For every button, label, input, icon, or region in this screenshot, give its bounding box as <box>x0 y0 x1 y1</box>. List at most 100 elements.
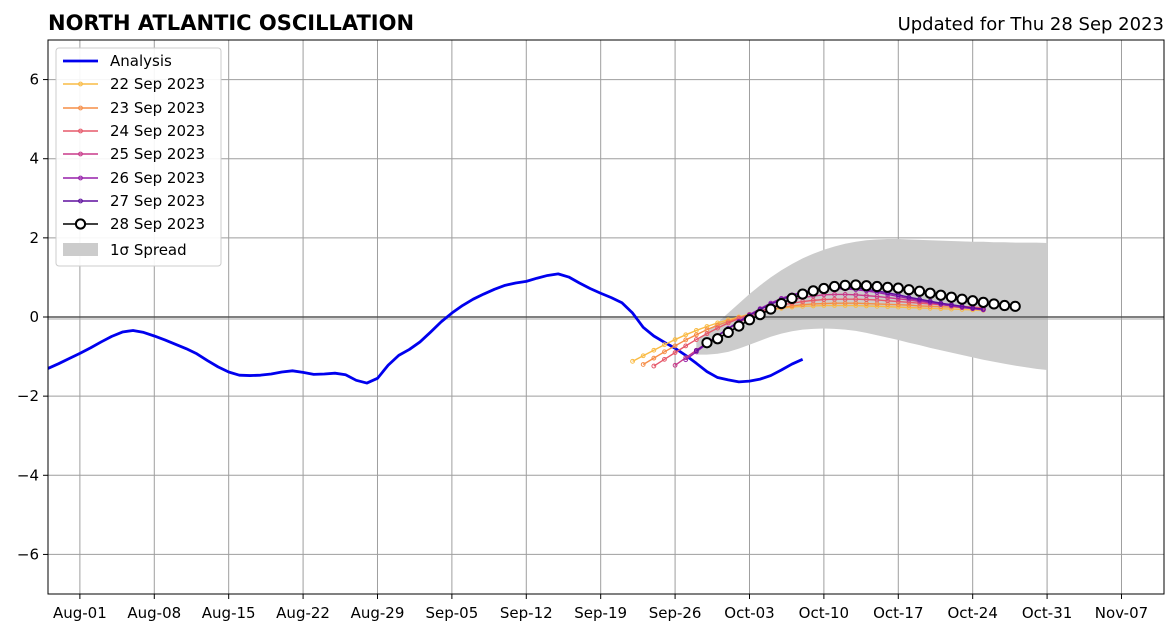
forecast-marker <box>775 297 787 310</box>
forecast-marker <box>672 350 678 356</box>
y-tick-label: 6 <box>29 71 39 89</box>
forecast-marker <box>871 280 883 293</box>
y-tick-label: 0 <box>29 308 39 326</box>
legend-label-24sep: 24 Sep 2023 <box>110 122 205 140</box>
x-tick-label: Sep-12 <box>500 604 553 622</box>
forecast-marker <box>949 302 954 308</box>
forecast-marker <box>722 326 734 339</box>
legend-label-23sep: 23 Sep 2023 <box>110 99 205 117</box>
forecast-marker <box>903 284 915 296</box>
forecast-marker <box>906 302 912 308</box>
forecast-marker <box>672 362 678 368</box>
forecast-line <box>642 302 984 366</box>
forecast-marker <box>683 343 689 349</box>
forecast-marker <box>945 291 958 303</box>
forecast-marker <box>640 353 646 359</box>
series <box>48 272 1021 385</box>
forecast-marker <box>998 299 1011 312</box>
legend: Analysis 22 Sep 2023 23 Sep 2023 24 Sep … <box>55 47 222 267</box>
forecast-marker <box>630 358 635 364</box>
forecast-marker <box>683 337 689 343</box>
forecast-marker <box>683 357 689 363</box>
forecast-marker <box>956 293 968 305</box>
forecast-marker <box>860 280 873 292</box>
legend-symbol-marker <box>74 218 87 230</box>
x-tick-label: Aug-08 <box>127 604 181 622</box>
y-tick-label: −2 <box>17 387 39 405</box>
forecast-marker <box>917 303 922 309</box>
forecast-marker <box>977 296 989 308</box>
y-tick-label: −4 <box>17 466 39 484</box>
forecast-marker <box>842 296 848 302</box>
y-tick-label: 2 <box>29 229 39 247</box>
forecast-marker <box>683 332 689 338</box>
x-tick-label: Oct-17 <box>873 604 923 622</box>
x-tick-label: Oct-03 <box>724 604 774 622</box>
forecast-marker <box>672 337 678 342</box>
forecast-marker <box>651 355 657 361</box>
forecast-marker <box>913 285 926 297</box>
axis-ticks: Aug-01 Aug-08 Aug-15 Aug-22 Aug-29 Sep-05 Sep-… <box>17 71 1148 622</box>
legend-label-spread: 1σ Spread <box>110 241 187 259</box>
x-tick-label: Sep-26 <box>649 604 702 622</box>
spread-area <box>696 239 1048 371</box>
forecast-marker <box>701 337 713 349</box>
forecast-marker <box>704 331 710 337</box>
legend-symbol-marker <box>78 105 83 111</box>
forecast-marker <box>672 343 678 349</box>
forecast-marker <box>924 287 936 299</box>
forecast-marker <box>882 281 894 293</box>
legend-label-28sep: 28 Sep 2023 <box>110 215 205 233</box>
forecast-marker <box>832 292 837 297</box>
forecast-marker <box>712 333 724 345</box>
forecast-marker <box>704 324 710 329</box>
y-tick-label: −6 <box>17 545 39 563</box>
forecast-marker <box>842 292 848 297</box>
forecast-marker <box>885 298 891 304</box>
x-tick-label: Aug-29 <box>351 604 405 622</box>
forecast-marker <box>800 302 806 308</box>
forecast-marker <box>715 322 720 328</box>
forecast-marker <box>810 297 816 303</box>
legend-symbol-marker <box>78 151 83 157</box>
legend-symbol-marker <box>78 128 83 134</box>
forecast-marker <box>797 288 809 300</box>
forecast-marker <box>662 349 667 355</box>
forecast-marker <box>938 300 944 306</box>
x-tick-label: Oct-31 <box>1022 604 1072 622</box>
forecast-marker <box>662 342 667 348</box>
legend-label-25sep: 25 Sep 2023 <box>110 145 205 163</box>
forecast-marker <box>895 302 901 308</box>
forecast-series <box>701 279 1021 349</box>
forecast-marker <box>743 314 756 326</box>
forecast-marker <box>651 363 657 369</box>
x-tick-label: Nov-07 <box>1095 604 1148 622</box>
forecast-marker <box>765 303 777 315</box>
legend-label-analysis: Analysis <box>110 52 172 70</box>
forecast-marker <box>864 293 869 299</box>
x-tick-label: Oct-24 <box>947 604 997 622</box>
legend-label-27sep: 27 Sep 2023 <box>110 192 205 210</box>
forecast-marker <box>725 320 731 326</box>
forecast-marker <box>917 296 922 302</box>
chart-title: NORTH ATLANTIC OSCILLATION <box>48 11 414 35</box>
x-tick-label: Sep-19 <box>574 604 627 622</box>
forecast-marker <box>988 298 1000 310</box>
legend-symbol-marker <box>78 81 83 87</box>
forecast-marker <box>906 294 912 300</box>
forecast-marker <box>662 356 667 362</box>
legend-symbol-marker <box>78 175 83 181</box>
forecast-marker <box>853 296 859 302</box>
forecast-marker <box>935 289 947 301</box>
forecast-marker <box>640 362 646 367</box>
forecast-marker <box>733 320 745 332</box>
forecast-marker <box>818 282 830 295</box>
x-tick-label: Aug-01 <box>53 604 107 622</box>
forecast-marker <box>828 280 841 293</box>
forecast-marker <box>693 348 699 354</box>
forecast-marker <box>927 298 933 304</box>
forecast-marker <box>892 282 904 294</box>
forecast-marker <box>789 303 795 309</box>
forecast-marker <box>839 279 851 291</box>
